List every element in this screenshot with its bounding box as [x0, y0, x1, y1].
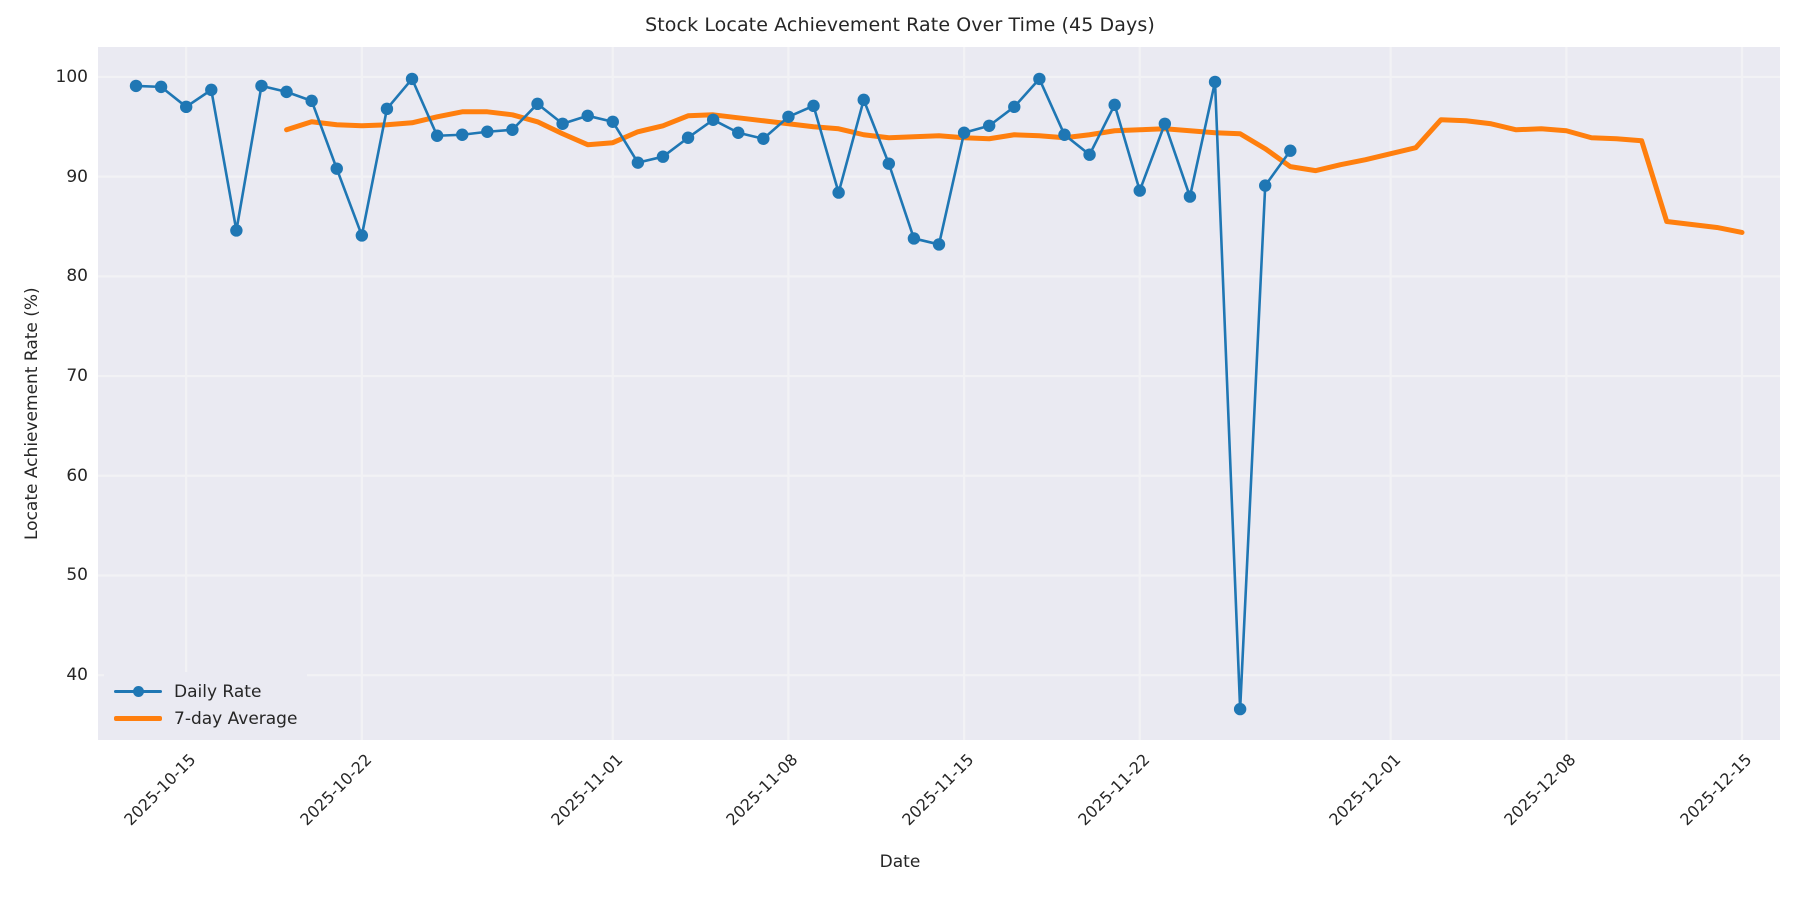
x-tick-label: 2025-12-15: [1676, 750, 1756, 830]
grid-lines: [98, 47, 1780, 740]
x-tick-label: 2025-10-22: [296, 750, 376, 830]
x-tick-label: 2025-10-15: [120, 750, 200, 830]
data-series-layer: [129, 72, 1745, 716]
legend-swatch-icon: [112, 709, 164, 729]
x-tick-label: 2025-12-01: [1324, 750, 1405, 830]
x-axis-label: Date: [879, 852, 921, 872]
x-tick-label: 2025-11-15: [898, 750, 978, 830]
plot-area: [98, 47, 1780, 740]
x-tick-label: 2025-11-01: [547, 750, 627, 830]
y-tick-label: 100: [55, 66, 88, 87]
y-tick-label: 40: [66, 665, 88, 686]
legend-marker-icon: [132, 686, 144, 697]
chart-legend: Daily Rate 7-day Average: [104, 672, 308, 740]
legend-item[interactable]: 7-day Average: [112, 705, 297, 732]
y-tick-label: 80: [66, 266, 88, 287]
legend-item[interactable]: Daily Rate: [112, 678, 297, 705]
legend-label: 7-day Average: [174, 708, 298, 729]
legend-swatch-icon: [112, 682, 164, 702]
y-tick-label: 70: [66, 366, 88, 387]
legend-label: Daily Rate: [174, 681, 262, 702]
x-tick-label: 2025-11-22: [1074, 750, 1154, 830]
y-tick-label: 90: [66, 166, 88, 187]
x-tick-label: 2025-11-08: [722, 750, 802, 830]
y-tick-label: 50: [66, 565, 88, 586]
y-tick-label: 60: [66, 465, 88, 486]
x-tick-label: 2025-12-08: [1500, 750, 1580, 830]
y-axis-label: Locate Achievement Rate (%): [22, 287, 42, 540]
chart-title: Stock Locate Achievement Rate Over Time …: [645, 14, 1155, 36]
